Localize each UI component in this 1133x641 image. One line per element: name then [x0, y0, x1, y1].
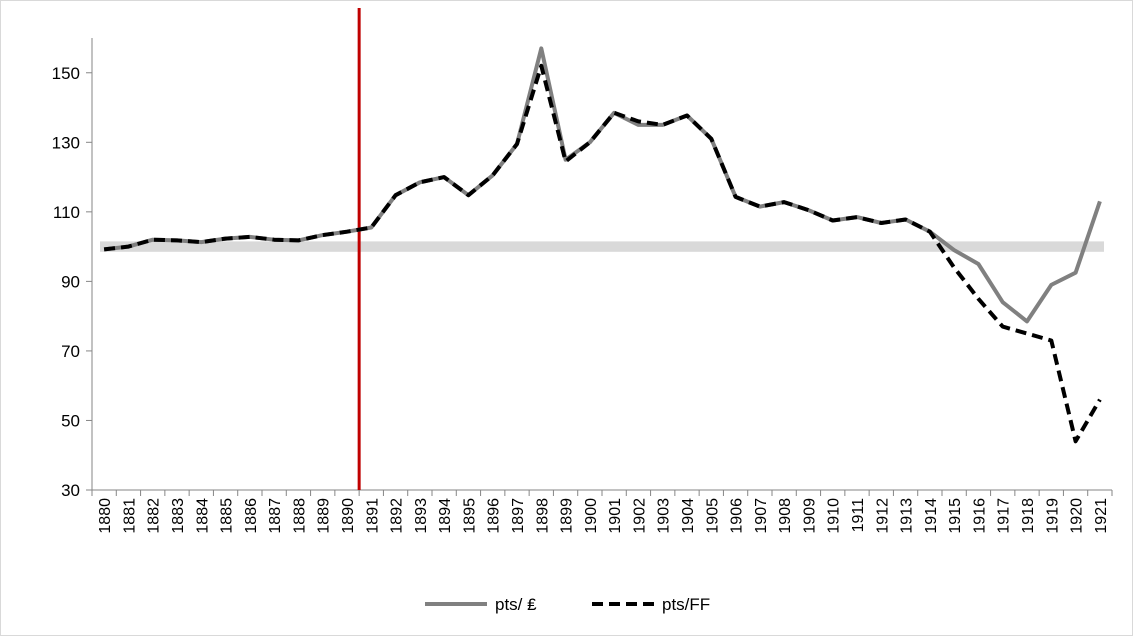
- y-tick-label: 110: [53, 203, 80, 222]
- x-tick-label: 1893: [413, 498, 430, 534]
- x-tick-label: 1881: [121, 498, 138, 534]
- x-tick-label: 1898: [534, 498, 551, 534]
- y-tick-label: 150: [52, 64, 80, 83]
- x-tick-label: 1880: [97, 498, 114, 534]
- x-tick-label: 1892: [389, 498, 406, 534]
- x-tick-label: 1891: [364, 498, 381, 534]
- x-tick-label: 1903: [656, 498, 673, 534]
- x-tick-label: 1895: [461, 498, 478, 534]
- y-tick-label: 50: [61, 411, 80, 430]
- x-tick-label: 1911: [850, 498, 867, 533]
- x-tick-label: 1912: [874, 498, 891, 534]
- x-tick-label: 1885: [219, 498, 236, 534]
- x-tick-label: 1919: [1044, 498, 1061, 534]
- y-tick-label: 70: [61, 342, 80, 361]
- x-tick-label: 1920: [1069, 498, 1086, 534]
- y-tick-label: 90: [61, 272, 80, 291]
- x-tick-label: 1906: [729, 498, 746, 534]
- series-line-pts-ff: [103, 63, 1102, 444]
- x-tick-label: 1904: [680, 498, 697, 534]
- x-tick-label: 1901: [607, 498, 624, 534]
- x-tick-label: 1888: [291, 498, 308, 534]
- x-tick-label: 1908: [777, 498, 794, 534]
- x-tick-label: 1915: [947, 498, 964, 534]
- x-tick-label: 1886: [243, 498, 260, 534]
- x-tick-label: 1884: [194, 498, 211, 534]
- reference-band: [100, 241, 1104, 252]
- x-tick-label: 1882: [146, 498, 163, 534]
- x-tick-label: 1905: [704, 498, 721, 534]
- x-tick-label: 1916: [971, 498, 988, 534]
- x-tick-label: 1896: [486, 498, 503, 534]
- x-tick-label: 1894: [437, 498, 454, 534]
- y-tick-label: 130: [52, 133, 80, 152]
- x-tick-label: 1897: [510, 498, 527, 534]
- y-tick-label: 30: [61, 481, 80, 500]
- x-tick-label: 1914: [923, 498, 940, 534]
- x-tick-label: 1889: [316, 498, 333, 534]
- x-tick-label: 1918: [1020, 498, 1037, 534]
- x-tick-label: 1900: [583, 498, 600, 534]
- x-tick-label: 1883: [170, 498, 187, 534]
- x-tick-label: 1910: [826, 498, 843, 534]
- x-tick-label: 1902: [631, 498, 648, 534]
- legend: pts/ ₤ pts/FF: [425, 595, 710, 614]
- x-tick-label: 1890: [340, 498, 357, 534]
- x-tick-label: 1887: [267, 498, 284, 534]
- x-tick-label: 1921: [1093, 498, 1110, 534]
- x-tick-label: 1913: [899, 498, 916, 534]
- x-tick-label: 1907: [753, 498, 770, 534]
- legend-label: pts/ ₤: [495, 595, 537, 614]
- x-tick-label: 1909: [801, 498, 818, 534]
- x-tick-label: 1917: [996, 498, 1013, 534]
- legend-label: pts/FF: [662, 595, 710, 614]
- x-tick-label: 1899: [559, 498, 576, 534]
